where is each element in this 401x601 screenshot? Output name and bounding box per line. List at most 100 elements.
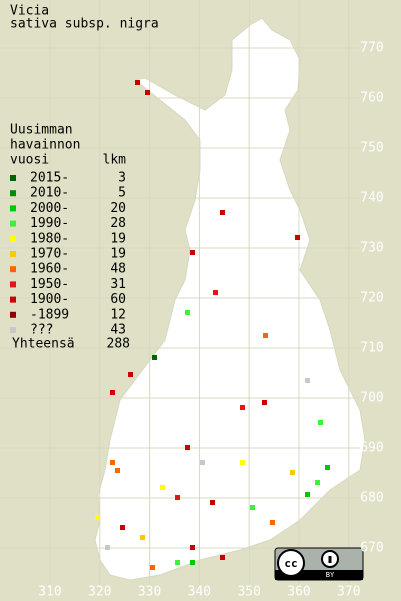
northing-label: 670 xyxy=(360,541,383,556)
svg-text:cc: cc xyxy=(284,557,297,570)
square xyxy=(190,560,195,565)
northing-label: 710 xyxy=(360,341,383,356)
square xyxy=(295,235,300,240)
square xyxy=(220,210,225,215)
northing-label: 760 xyxy=(360,91,383,106)
legend-swatch xyxy=(10,175,16,181)
finland xyxy=(94,17,366,581)
square xyxy=(145,90,150,95)
square xyxy=(325,465,330,470)
legend-label: -1899 xyxy=(30,307,69,322)
legend-label: 2000- xyxy=(30,201,69,216)
square xyxy=(270,520,275,525)
square xyxy=(200,460,205,465)
square xyxy=(110,460,115,465)
square xyxy=(120,525,125,530)
square xyxy=(128,372,133,377)
legend-label: 1950- xyxy=(30,277,69,292)
legend-count: 19 xyxy=(110,247,126,262)
square xyxy=(135,80,140,85)
license-badge: cc BY xyxy=(274,547,364,581)
legend-label: 2015- xyxy=(30,171,69,186)
northing-label: 750 xyxy=(360,141,383,156)
legend-swatch xyxy=(10,296,16,303)
legend-label: 1960- xyxy=(30,262,69,277)
total-count: 288 xyxy=(107,337,130,352)
square xyxy=(220,555,225,560)
observation-squares xyxy=(95,80,330,570)
easting-label: 340 xyxy=(188,585,211,600)
legend-count: 60 xyxy=(110,292,126,307)
legend-label: 1990- xyxy=(30,216,69,231)
legend-swatch xyxy=(10,205,16,212)
legend-swatch xyxy=(10,251,16,257)
license-label: BY xyxy=(326,571,335,579)
easting-label: 350 xyxy=(237,585,260,600)
square xyxy=(305,492,310,497)
square xyxy=(213,290,218,295)
legend-header: havainnon xyxy=(10,138,80,153)
square xyxy=(185,310,190,315)
legend-label: 1970- xyxy=(30,247,69,262)
square xyxy=(263,333,268,338)
square xyxy=(210,500,215,505)
square xyxy=(190,250,195,255)
legend-label: 2010- xyxy=(30,186,69,201)
square xyxy=(305,378,310,383)
legend-header: Uusimman xyxy=(10,123,73,138)
legend-swatch xyxy=(10,311,16,318)
square xyxy=(140,535,145,540)
easting-label: 320 xyxy=(88,585,111,600)
legend-swatch xyxy=(10,190,16,197)
square xyxy=(240,460,245,465)
northing-label: 740 xyxy=(360,191,383,206)
square xyxy=(262,400,267,405)
northing-label: 730 xyxy=(360,241,383,256)
legend-count: 3 xyxy=(118,171,126,186)
square xyxy=(318,420,323,425)
northing-label: 700 xyxy=(360,391,383,406)
northing-label: 690 xyxy=(360,441,383,456)
easting-label: 360 xyxy=(287,585,310,600)
legend-label: 1980- xyxy=(30,231,69,246)
square xyxy=(185,445,190,450)
easting-label: 370 xyxy=(337,585,360,600)
easting-label: 330 xyxy=(138,585,161,600)
legend-swatch xyxy=(10,235,16,242)
square xyxy=(240,405,245,410)
legend-column: vuosi xyxy=(10,153,49,168)
title-line: Vicia xyxy=(10,4,49,19)
legend-count: 28 xyxy=(110,216,126,231)
legend-swatch xyxy=(10,327,16,333)
legend-swatch xyxy=(10,281,16,288)
square xyxy=(115,468,120,473)
square xyxy=(152,355,157,360)
legend-count: 48 xyxy=(110,262,126,277)
grid xyxy=(0,0,360,585)
square xyxy=(175,495,180,500)
square xyxy=(110,390,115,395)
legend-column: lkm xyxy=(103,153,127,168)
legend-count: 19 xyxy=(110,231,126,246)
legend-count: 5 xyxy=(118,186,126,201)
square xyxy=(190,545,195,550)
legend-swatch xyxy=(10,220,16,227)
square xyxy=(175,560,180,565)
legend-count: 12 xyxy=(110,307,126,322)
title-line: sativa subsp. nigra xyxy=(10,17,159,32)
square xyxy=(290,470,295,475)
square xyxy=(315,480,320,485)
legend-count: 43 xyxy=(110,323,126,338)
square xyxy=(105,545,110,550)
northing-label: 770 xyxy=(360,41,383,56)
easting-label: 310 xyxy=(38,585,61,600)
total-label: Yhteensä xyxy=(12,337,75,352)
legend-label: 1900- xyxy=(30,292,69,307)
legend-label: ??? xyxy=(30,323,53,338)
legend-count: 31 xyxy=(110,277,126,292)
legend-count: 20 xyxy=(110,201,126,216)
northing-label: 680 xyxy=(360,491,383,506)
square xyxy=(95,515,100,520)
square xyxy=(160,485,165,490)
